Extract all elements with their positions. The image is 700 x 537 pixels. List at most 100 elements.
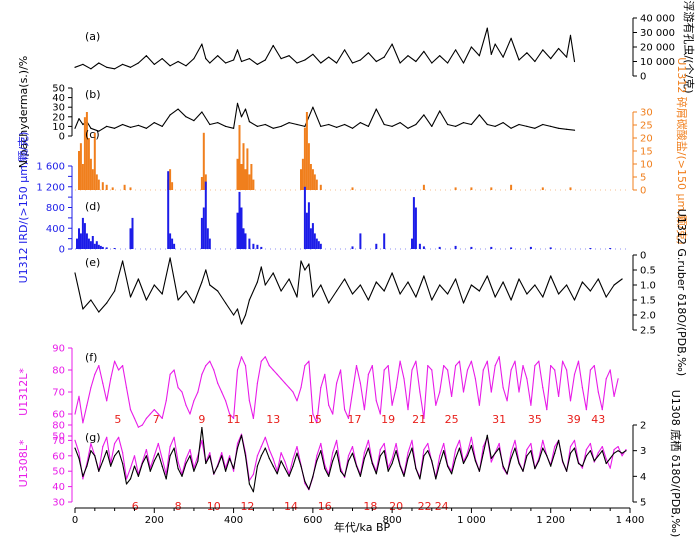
y-tick-label-g-right: 4 — [640, 472, 646, 483]
series-g-left-point — [280, 452, 282, 454]
series-g-left-point — [530, 442, 532, 445]
series-f-point — [133, 417, 136, 419]
series-d-bar — [131, 217, 134, 249]
series-d-bar — [208, 238, 211, 249]
series-f-point — [90, 387, 92, 389]
y-axis-title: 浮游有孔虫/(个/克) — [682, 1, 696, 94]
series-g-right-point — [522, 470, 524, 472]
series-e-point — [244, 314, 247, 316]
series-f-point — [332, 413, 334, 415]
series-a-point — [550, 58, 552, 60]
series-e-point — [510, 299, 512, 301]
series-b-point — [280, 125, 282, 127]
series-d-bar — [305, 212, 308, 249]
series-e-point — [613, 284, 615, 286]
y-tick-label-g-left: 40 — [52, 482, 65, 493]
y-tick-label-g-right: 5 — [640, 498, 646, 509]
series-e-point — [78, 290, 80, 292]
series-b-point — [431, 125, 433, 127]
series-g-left-point — [229, 455, 231, 457]
series-f-point — [542, 387, 544, 389]
y-tick-label-f: 80 — [52, 366, 65, 377]
series-a-point — [209, 62, 211, 64]
series-g-right-point — [482, 452, 484, 454]
series-d-bar — [549, 247, 552, 249]
series-g-right-point — [312, 475, 314, 477]
series-c-bar — [490, 187, 493, 190]
series-e-point — [399, 293, 401, 295]
series-b-point — [233, 127, 235, 129]
series-f-point — [102, 382, 104, 384]
series-e-point — [304, 269, 306, 271]
series-g-right-point — [197, 460, 199, 462]
series-g-right-point — [550, 465, 552, 467]
series-a-point — [462, 62, 465, 64]
series-f-point — [165, 400, 167, 402]
series-c-bar — [319, 184, 322, 190]
series-g-right-point — [181, 475, 183, 477]
series-d-bar — [252, 243, 255, 249]
series-g-left-point — [367, 439, 369, 441]
series-f-point — [252, 417, 254, 419]
series-f-point — [137, 426, 139, 428]
series-d-bar — [169, 233, 172, 249]
series-e-point — [597, 278, 599, 280]
series-b-point — [502, 122, 504, 124]
series-f-point — [585, 409, 588, 411]
series-f-point — [312, 413, 314, 415]
mis-stage-label: 22 — [418, 500, 432, 513]
series-a-point — [470, 46, 472, 48]
series-f-point — [498, 356, 500, 358]
series-d-bar — [93, 243, 96, 249]
series-a-point — [391, 43, 393, 45]
series-f-point — [149, 413, 151, 415]
series-g-right-point — [383, 450, 385, 452]
series-a-point — [272, 44, 274, 47]
series-g-left-point — [439, 455, 441, 457]
series-a-point — [447, 62, 449, 64]
series-e-point — [328, 302, 330, 304]
series-g-right-point — [256, 465, 258, 467]
series-g-right-point — [236, 447, 239, 449]
series-a-point — [566, 56, 568, 58]
series-b-point — [336, 126, 338, 128]
series-e-point — [260, 266, 262, 268]
series-f-point — [181, 391, 183, 393]
panel-letter-d: (d) — [85, 200, 101, 213]
y-tick-label-g-left: 50 — [52, 467, 65, 478]
series-g-left-point — [351, 446, 354, 448]
series-f-point — [423, 417, 425, 419]
series-g-left-point — [344, 476, 346, 478]
series-g-right-point — [427, 450, 429, 452]
series-e-point — [74, 272, 76, 274]
series-b-point — [193, 120, 195, 122]
series-b-point — [566, 128, 568, 130]
series-g-right-point — [193, 470, 195, 472]
y-axis-title: U1312 IRD/(>150 μm,颗/克) — [17, 132, 30, 284]
series-f-point — [367, 373, 369, 375]
series-d-bar — [129, 228, 132, 250]
series-a-point — [169, 65, 171, 67]
series-d-bar — [303, 186, 306, 250]
series-g-right-point — [340, 470, 342, 472]
series-f-point — [351, 391, 354, 393]
series-e-point — [82, 308, 84, 310]
series-c-bar — [202, 132, 205, 190]
series-e-point — [391, 272, 393, 274]
series-b-point — [367, 125, 369, 127]
mis-stage-label: 31 — [492, 413, 506, 426]
series-g-right-point — [462, 462, 465, 465]
series-a-point — [573, 60, 576, 63]
mis-stage-label: 18 — [363, 500, 377, 513]
mis-stage-label: 10 — [207, 500, 221, 513]
mis-stage-label: 17 — [347, 413, 361, 426]
series-f-point — [601, 409, 603, 411]
series-d-bar — [248, 238, 251, 249]
series-c-bar — [93, 132, 96, 190]
series-b-point — [415, 123, 417, 126]
series-f-point — [229, 413, 231, 415]
series-g-left-point — [106, 436, 108, 438]
series-f-point — [193, 400, 195, 402]
series-g-left-point — [542, 439, 544, 441]
series-f-point — [597, 391, 599, 393]
